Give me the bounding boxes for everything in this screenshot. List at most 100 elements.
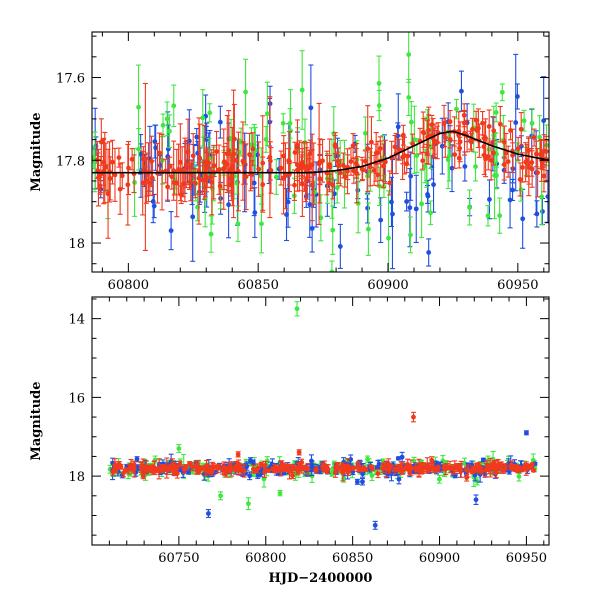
data-point-blue	[217, 119, 223, 125]
plot-frame-top	[91, 31, 550, 273]
data-point-blue	[399, 454, 405, 460]
data-point-red	[112, 172, 118, 178]
data-point-green	[236, 150, 242, 155]
data-point-red	[524, 158, 530, 163]
plot-area-top	[92, 32, 549, 272]
data-point-green	[529, 120, 535, 126]
ticks-top	[92, 32, 549, 272]
data-point-green	[167, 128, 172, 134]
data-point-red	[369, 139, 374, 145]
x-tick-label: 60850	[238, 278, 279, 293]
data-point-red	[157, 150, 162, 156]
data-point-red	[377, 145, 383, 151]
data-point-blue	[520, 216, 526, 222]
data-point-green	[318, 215, 324, 221]
data-point-red	[119, 173, 125, 179]
model-curve	[92, 130, 549, 174]
data-point-red	[169, 174, 175, 180]
data-point-red	[279, 463, 285, 469]
data-point-red	[290, 464, 296, 470]
data-point-red	[260, 160, 266, 166]
data-point-red	[486, 124, 492, 129]
data-point-green	[273, 174, 279, 180]
data-point-red	[121, 470, 126, 476]
data-point-green	[473, 164, 478, 169]
data-point-green	[499, 89, 505, 95]
data-point-red	[350, 143, 356, 149]
data-point-green	[521, 118, 527, 124]
data-point-blue	[545, 194, 549, 199]
data-point-red	[221, 159, 227, 165]
data-point-red	[469, 126, 475, 132]
y-tick-label: 17.8	[56, 154, 85, 169]
data-point-blue	[541, 118, 547, 124]
data-point-green	[446, 153, 452, 159]
data-point-red	[523, 466, 529, 472]
data-point-red	[327, 180, 332, 186]
data-point-green	[363, 130, 368, 136]
data-point-red	[491, 150, 496, 156]
data-point-blue	[309, 463, 315, 469]
data-point-red	[112, 462, 118, 468]
data-point-red	[396, 147, 402, 153]
data-point-red	[479, 468, 485, 474]
data-point-green	[516, 474, 522, 479]
data-point-red	[214, 149, 219, 154]
data-point-red	[296, 464, 302, 470]
data-point-blue	[408, 173, 414, 179]
y-axis-label: Magnitude	[29, 112, 44, 191]
data-point-blue	[194, 134, 200, 140]
data-point-blue	[510, 187, 515, 193]
data-point-blue	[396, 476, 402, 482]
x-tick-label: 60800	[108, 278, 149, 293]
data-point-blue	[360, 479, 365, 485]
data-point-red	[272, 465, 278, 471]
data-point-red	[283, 466, 289, 472]
data-point-red	[408, 465, 414, 471]
data-point-red	[380, 466, 386, 471]
y-tick-label: 18	[68, 470, 85, 485]
data-point-red	[393, 467, 398, 472]
data-point-red	[452, 152, 458, 157]
data-point-red	[461, 120, 467, 126]
data-point-blue	[480, 457, 486, 463]
data-point-red	[236, 461, 242, 467]
data-point-blue	[524, 430, 529, 436]
data-point-red	[316, 161, 322, 167]
data-point-red	[247, 152, 252, 157]
data-point-red	[281, 176, 286, 181]
data-point-green	[176, 446, 182, 451]
data-point-blue	[407, 205, 413, 211]
data-point-red	[216, 465, 221, 470]
data-point-blue	[307, 202, 313, 207]
data-point-blue	[252, 210, 258, 216]
data-point-green	[235, 221, 241, 227]
data-point-blue	[348, 457, 354, 462]
data-point-green	[454, 106, 459, 112]
data-point-blue	[534, 211, 540, 217]
data-point-red	[160, 464, 165, 470]
data-point-red	[295, 167, 300, 173]
plot-frame-bottom	[91, 296, 550, 546]
data-point-red	[351, 168, 357, 174]
data-point-green	[259, 221, 264, 227]
data-point-green	[238, 139, 244, 145]
data-point-blue	[462, 164, 468, 169]
data-point-red	[381, 163, 386, 169]
data-point-blue	[426, 250, 432, 255]
data-point-red	[138, 465, 144, 470]
data-point-red	[299, 459, 304, 465]
data-point-blue	[354, 479, 360, 485]
data-point-red	[110, 159, 115, 165]
data-point-green	[299, 87, 305, 93]
data-point-red	[491, 465, 496, 471]
data-point-red	[443, 466, 449, 472]
data-point-blue	[390, 211, 395, 217]
data-point-red	[447, 464, 453, 470]
data-point-red	[209, 179, 215, 185]
data-point-green	[419, 201, 425, 207]
data-point-blue	[395, 124, 401, 130]
panel-bottom: 60750 60800 60850 60900 60950 14 16 18 Magnitude…	[29, 296, 550, 586]
data-point-red	[167, 164, 172, 170]
data-point-red	[203, 467, 209, 473]
